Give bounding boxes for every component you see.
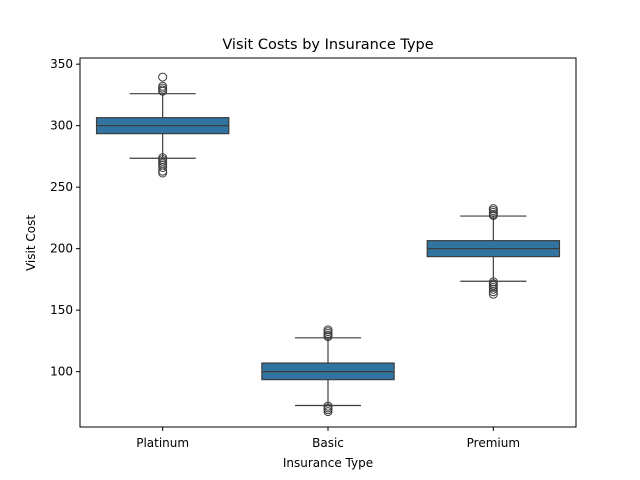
outlier-point bbox=[488, 289, 498, 299]
y-axis: 100 150 200 250 300 350 bbox=[50, 57, 80, 379]
outlier-point bbox=[488, 287, 498, 297]
outlier-point bbox=[323, 332, 333, 342]
outlier-point bbox=[323, 407, 333, 417]
plot-area bbox=[95, 72, 561, 417]
box-platinum bbox=[95, 72, 230, 178]
chart-title: Visit Costs by Insurance Type bbox=[222, 37, 433, 53]
x-tick-label: Platinum bbox=[136, 436, 189, 450]
y-tick-label: 200 bbox=[50, 242, 73, 256]
outlier-point bbox=[158, 168, 168, 178]
outlier-point bbox=[158, 86, 168, 96]
outlier-point bbox=[158, 72, 168, 82]
y-tick-label: 150 bbox=[50, 303, 73, 317]
x-tick-label: Basic bbox=[312, 436, 344, 450]
x-tick-label: Premium bbox=[467, 436, 520, 450]
box-premium bbox=[426, 204, 561, 299]
y-axis-title: Visit Cost bbox=[24, 215, 38, 271]
y-tick-label: 300 bbox=[50, 119, 73, 133]
outlier-point bbox=[488, 284, 498, 294]
y-tick-label: 250 bbox=[50, 180, 73, 194]
y-tick-label: 100 bbox=[50, 365, 73, 379]
y-tick-label: 350 bbox=[50, 57, 73, 71]
box-basic bbox=[261, 325, 395, 417]
outlier-point bbox=[488, 210, 498, 220]
outlier-point bbox=[158, 162, 168, 172]
x-axis: Platinum Basic Premium bbox=[136, 427, 520, 450]
x-axis-title: Insurance Type bbox=[283, 456, 373, 470]
